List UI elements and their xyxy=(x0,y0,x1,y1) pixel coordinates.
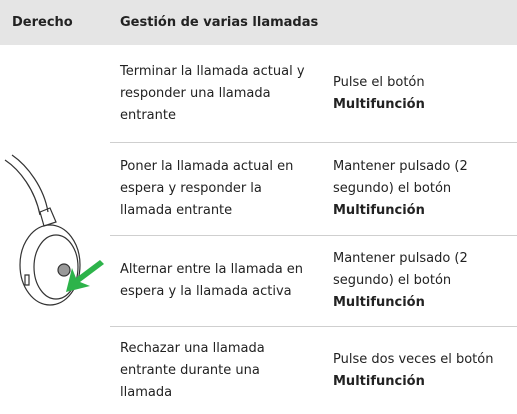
table-row: Rechazar una llamada entrante durante un… xyxy=(110,327,517,414)
button-name: Multifunción xyxy=(333,203,425,218)
instruction-text: Pulse el botón xyxy=(333,74,425,90)
instruction-cell: Mantener pulsado (2 segundo) el botón Mul… xyxy=(333,156,517,222)
action-cell: Rechazar una llamada entrante durante un… xyxy=(120,340,265,400)
action-cell: Poner la llamada actual en espera y resp… xyxy=(120,159,294,218)
headset-illustration xyxy=(4,154,104,306)
action-cell: Terminar la llamada actual y responder u… xyxy=(120,63,305,123)
instruction-text: Pulse dos veces el botón xyxy=(333,351,494,367)
table-row: Alternar entre la llamada en espera y la… xyxy=(110,236,517,327)
instruction-text: Mantener pulsado (2 segundo) el botón xyxy=(333,159,468,196)
instruction-cell: Mantener pulsado (2 segundo) el botón Mul… xyxy=(333,248,517,314)
table-header: Derecho Gestión de varias llamadas xyxy=(0,0,517,45)
table-row: Poner la llamada actual en espera y resp… xyxy=(110,143,517,236)
instruction-text: Mantener pulsado (2 segundo) el botón xyxy=(333,251,468,288)
instruction-cell: Pulse el botón Multifunción xyxy=(333,72,517,116)
button-name: Multifunción xyxy=(333,373,425,389)
action-cell: Alternar entre la llamada en espera y la… xyxy=(120,262,304,299)
header-title: Gestión de varias llamadas xyxy=(120,15,319,30)
instruction-cell: Pulse dos veces el botón Multifunción xyxy=(333,349,517,393)
table-row: Terminar la llamada actual y responder u… xyxy=(110,45,517,143)
button-name: Multifunción xyxy=(333,295,425,310)
header-side: Derecho xyxy=(12,15,73,30)
button-name: Multifunción xyxy=(333,96,425,112)
